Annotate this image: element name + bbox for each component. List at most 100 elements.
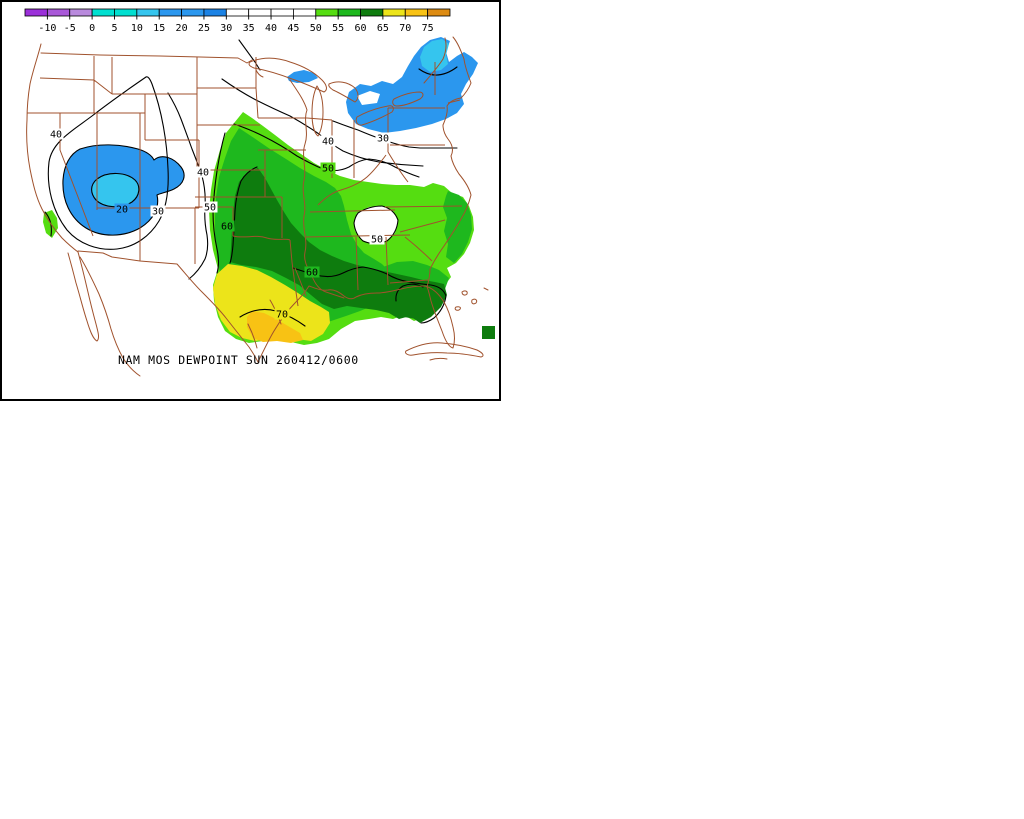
colorbar-tick-label: 10 [131,23,143,34]
lake-ontario [392,91,424,107]
fill-tennessee-white-hole [354,206,398,244]
contour-label: 20 [116,205,128,216]
contour-30-northeast [332,120,458,149]
border-canada [40,37,447,84]
contour-label: 60 [306,268,318,279]
contour-label-backing [114,203,130,215]
contour-label-backing [48,128,64,140]
contour-label: 40 [197,168,209,179]
colorbar-segment [315,8,339,17]
contour-label-backing [274,308,290,320]
fill-darkgreen-main [230,168,447,323]
coastline-east [429,36,472,270]
colorbar-segment [382,8,406,17]
map-title-text: NAM MOS DEWPOINT SUN 260412/0600 [118,353,359,367]
colorbar-tick-label: -5 [64,23,76,34]
colorbar-segment [225,8,250,17]
contour-label-backing [219,220,235,232]
contour-30-west-blob [62,144,185,236]
contour-label: 30 [377,134,389,145]
contour-label-backing [195,166,211,178]
colorbar-tick-label: 15 [153,23,165,34]
fill-green-coastal-strip [443,191,472,263]
coastline-baja [67,251,100,342]
contour-label-backing [375,132,391,144]
colorbar-tick-label: 30 [220,23,232,34]
fill-darkgreen-georgia [396,285,430,319]
contour-label-backing [150,205,166,217]
colorbar-tick-label: 45 [287,23,299,34]
contour-label: 60 [221,222,233,233]
colorbar-segment [293,8,317,17]
colorbar-segment [360,8,384,17]
lake-superior [248,57,327,93]
contour-label: 40 [322,137,334,148]
colorbar-tick-label: 70 [399,23,411,34]
contour-label: 50 [322,164,334,175]
contour-lines [44,39,458,327]
contour-label: 40 [50,130,62,141]
contour-label-backing [320,135,336,147]
dewpoint-map: 40 20 30 40 50 60 40 30 50 50 60 70 -10 -5 0 5 10 15 20 25… [0,0,502,402]
contour-20-west-core [91,172,140,208]
colorbar-tick-label: 40 [265,23,277,34]
fill-darkgreen-cuba-patch [482,326,495,339]
colorbar-segment [404,8,429,17]
colorbar-segment [24,8,48,17]
fill-northeast-white-notch [357,91,380,105]
colorbar-tick-label: 55 [332,23,344,34]
colorbar-segment [91,8,115,17]
colorbar-segment [46,8,71,17]
colorbar-tick-label: 35 [243,23,255,34]
contour-60-georgia [395,283,424,302]
contour-20-maine [418,66,458,76]
colorbar-tick-label: 5 [111,23,117,34]
contour-label-backing [320,162,336,174]
colorbar-segment [337,8,361,17]
colorbar-segment [181,8,205,17]
colorbar-segment [114,8,138,17]
colorbar-tick-label: 20 [176,23,188,34]
colorbar-segment [69,8,93,17]
islands-cuba-bahamas [405,287,489,361]
contour-label: 50 [204,203,216,214]
contour-labels: 40 20 30 40 50 60 40 30 50 50 60 70 [48,128,391,321]
contour-40-west-loop [47,76,169,250]
colorbar-segment [136,8,160,17]
colorbar-tick-label: 65 [377,23,389,34]
colorbar-tick-label: 75 [422,23,434,34]
colorbar-segment [270,8,294,17]
contour-60-plains [229,166,258,264]
coastline-gulf-california [79,256,141,377]
lake-michigan [311,85,324,137]
contour-label: 70 [276,310,288,321]
colorbar-tick-label: -10 [38,23,56,34]
contour-40-plains [167,92,209,280]
lake-erie [355,105,394,126]
colorbar-tick-label: 25 [198,23,210,34]
colorbar-segment [158,8,182,17]
colorbar-legend: -10 -5 0 5 10 15 20 25 30 35 40 45 50 55 60 65 70 75 [24,8,451,34]
colorbar-tick-label: 50 [310,23,322,34]
fill-maine-cyan [420,39,449,72]
contour-50-hole [353,205,399,245]
map-frame [0,0,501,401]
contour-label-backing [369,233,385,245]
fill-west-cyan-core [91,173,139,207]
lake-huron [328,81,359,103]
contour-30-top-fragment [238,39,261,71]
fill-gold-south-texas [247,311,303,343]
coastline-florida [424,268,455,349]
colorbar-segment [203,8,227,17]
weather-map-panel: 40 20 30 40 50 60 40 30 50 50 60 70 -10 -5 0 5 10 15 20 25… [0,0,502,402]
contour-50-midwest [233,123,420,178]
contour-60-gulf [292,266,447,324]
contour-label-backing [304,266,320,278]
colorbar-tick-label: 60 [355,23,367,34]
contour-label: 50 [371,235,383,246]
colorbar-tick-label: 0 [89,23,95,34]
colorbar-segment [248,8,272,17]
coastline-west [26,43,79,253]
contour-label-backing [202,201,218,213]
contour-fill-regions [43,37,495,345]
